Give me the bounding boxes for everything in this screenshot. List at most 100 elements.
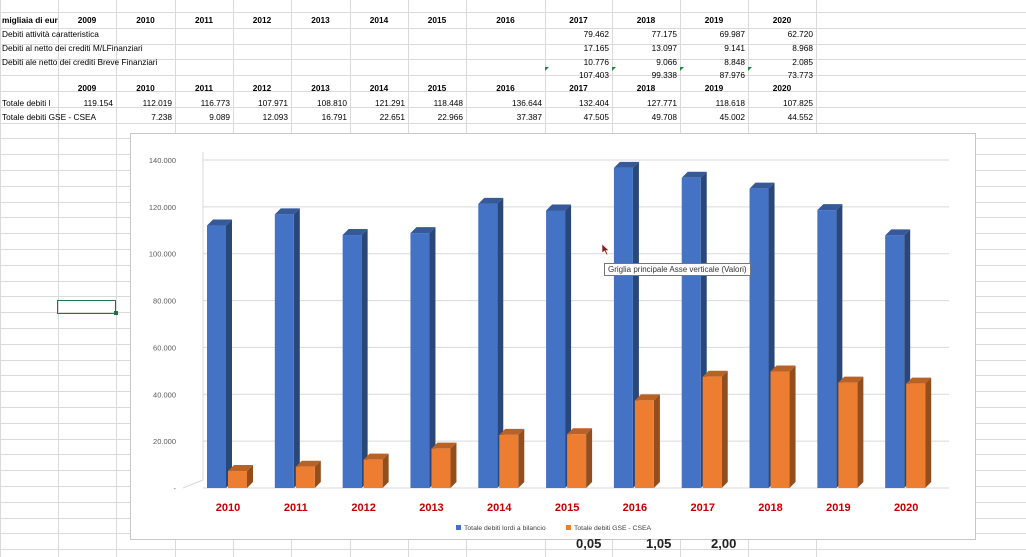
row-label[interactable]: Totale debiti GSE - CSEA bbox=[2, 112, 97, 122]
row-label[interactable]: Debiti attività caratteristica bbox=[2, 29, 99, 39]
bar bbox=[431, 448, 451, 488]
year-header[interactable]: 2012 bbox=[252, 15, 272, 25]
bar-top bbox=[295, 460, 321, 467]
table-cell[interactable]: 107.971 bbox=[258, 98, 288, 108]
bar-top bbox=[274, 208, 300, 215]
table-cell[interactable]: 118.448 bbox=[433, 98, 463, 108]
table-cell[interactable]: 77.175 bbox=[651, 29, 677, 39]
year-header[interactable]: 2013 bbox=[311, 15, 330, 25]
error-indicator-icon bbox=[680, 67, 684, 71]
y-tick-label: - bbox=[174, 484, 177, 493]
year-header[interactable]: 2017 bbox=[569, 15, 588, 25]
table-cell[interactable]: 62.720 bbox=[787, 29, 813, 39]
table-cell[interactable]: 37.387 bbox=[516, 112, 542, 122]
table-cell[interactable]: 7.238 bbox=[151, 112, 172, 122]
year-header[interactable]: 2010 bbox=[136, 83, 155, 93]
table-cell[interactable]: 45.002 bbox=[719, 112, 745, 122]
bar-side bbox=[565, 204, 572, 488]
table-cell[interactable]: 22.966 bbox=[437, 112, 463, 122]
table-cell[interactable]: 118.618 bbox=[715, 98, 745, 108]
table-cell[interactable]: 79.462 bbox=[583, 29, 609, 39]
year-header[interactable]: 2013 bbox=[311, 83, 330, 93]
chart-canvas: - 20.000 40.000 60.000 80.000 100.000 120.000 1… bbox=[149, 152, 949, 532]
row-label[interactable]: Debiti ale netto dei crediti Breve Finan… bbox=[2, 57, 158, 67]
year-header[interactable]: 2015 bbox=[427, 83, 447, 93]
x-category-label: 2015 bbox=[555, 502, 579, 514]
bar-side bbox=[226, 219, 232, 488]
bar-top bbox=[567, 428, 593, 435]
year-header[interactable]: 2020 bbox=[772, 15, 792, 25]
table-cell[interactable]: 49.708 bbox=[651, 112, 677, 122]
year-header[interactable]: 2016 bbox=[496, 83, 515, 93]
year-header[interactable]: 2016 bbox=[496, 15, 515, 25]
year-header[interactable]: 2020 bbox=[772, 83, 792, 93]
year-header[interactable]: 2014 bbox=[369, 15, 389, 25]
selected-cell[interactable] bbox=[57, 300, 116, 314]
x-category-label: 2017 bbox=[690, 502, 714, 514]
bar-top bbox=[410, 227, 436, 234]
table-cell[interactable]: 10.776 bbox=[583, 57, 609, 67]
table-cell[interactable]: 112.019 bbox=[142, 98, 172, 108]
year-header[interactable]: 2018 bbox=[636, 83, 656, 93]
table-cell[interactable]: 121.291 bbox=[375, 98, 405, 108]
year-header[interactable]: 2011 bbox=[195, 83, 213, 93]
table-cell[interactable]: 13.097 bbox=[651, 43, 677, 53]
table-cell[interactable]: 108.810 bbox=[317, 98, 347, 108]
year-header[interactable]: 2017 bbox=[569, 83, 588, 93]
x-category-label: 2018 bbox=[758, 502, 782, 514]
bar-top bbox=[207, 219, 232, 226]
table-cell[interactable]: 69.987 bbox=[719, 29, 745, 39]
bar-chart[interactable]: - 20.000 40.000 60.000 80.000 100.000 120.000 1… bbox=[130, 133, 976, 540]
year-header[interactable]: 2009 bbox=[77, 83, 97, 93]
bar bbox=[228, 471, 247, 488]
year-header[interactable]: 2012 bbox=[252, 83, 272, 93]
row-label[interactable]: Debiti al netto dei crediti M/LFinanziar… bbox=[2, 43, 143, 53]
table-cell[interactable]: 136.644 bbox=[512, 98, 542, 108]
year-header[interactable]: 2011 bbox=[195, 15, 213, 25]
table-cell[interactable]: 44.552 bbox=[787, 112, 813, 122]
table-cell[interactable]: 17.165 bbox=[583, 43, 609, 53]
table-cell[interactable]: 73.773 bbox=[787, 70, 813, 80]
bar bbox=[410, 233, 430, 488]
bar bbox=[885, 235, 905, 488]
error-indicator-icon bbox=[612, 67, 616, 71]
year-header[interactable]: 2014 bbox=[369, 83, 389, 93]
row-label[interactable]: Totale debiti l bbox=[2, 98, 51, 108]
table-cell[interactable]: 16.791 bbox=[321, 112, 347, 122]
table-cell[interactable]: 127.771 bbox=[647, 98, 677, 108]
year-header[interactable]: 2009 bbox=[77, 15, 97, 25]
table-cell[interactable]: 22.651 bbox=[379, 112, 405, 122]
table-cell[interactable]: 107.825 bbox=[783, 98, 813, 108]
table-cell[interactable]: 119.154 bbox=[83, 98, 113, 108]
bar-side bbox=[497, 197, 504, 488]
bar-side bbox=[314, 460, 321, 488]
table-cell[interactable]: 9.089 bbox=[209, 112, 230, 122]
bar bbox=[906, 383, 926, 488]
table-cell[interactable]: 9.066 bbox=[656, 57, 677, 67]
year-header[interactable]: 2018 bbox=[636, 15, 656, 25]
year-header[interactable]: 2015 bbox=[427, 15, 447, 25]
x-category-label: 2019 bbox=[826, 502, 850, 514]
bar bbox=[478, 203, 498, 488]
fill-handle[interactable] bbox=[114, 311, 118, 315]
year-header[interactable]: 2019 bbox=[704, 83, 724, 93]
table-cell[interactable]: 9.141 bbox=[724, 43, 745, 53]
table-cell[interactable]: 8.848 bbox=[724, 57, 745, 67]
year-header[interactable]: 2010 bbox=[136, 15, 155, 25]
table-cell[interactable]: 12.093 bbox=[262, 112, 288, 122]
table-cell[interactable]: 107.403 bbox=[579, 70, 609, 80]
legend-label: Totale debiti lordi a bilancio bbox=[464, 525, 546, 532]
table-cell[interactable]: 87.976 bbox=[719, 70, 745, 80]
table-cell[interactable]: 116.773 bbox=[200, 98, 230, 108]
chart-tooltip: Griglia principale Asse verticale (Valor… bbox=[604, 263, 751, 276]
table-cell[interactable]: 132.404 bbox=[579, 98, 609, 108]
mouse-cursor-icon bbox=[601, 243, 610, 261]
bar-side bbox=[653, 394, 660, 488]
error-indicator-icon bbox=[748, 67, 752, 71]
year-header[interactable]: 2019 bbox=[704, 15, 724, 25]
table-cell[interactable]: 47.505 bbox=[583, 112, 609, 122]
table-header-label[interactable]: migliaia di eur bbox=[2, 15, 58, 25]
table-cell[interactable]: 2.085 bbox=[792, 57, 813, 67]
table-cell[interactable]: 99.338 bbox=[651, 70, 677, 80]
table-cell[interactable]: 8.968 bbox=[792, 43, 813, 53]
